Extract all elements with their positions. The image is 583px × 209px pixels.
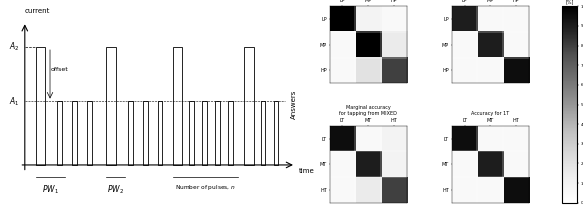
- Bar: [215, 102, 220, 165]
- Bar: [244, 47, 254, 165]
- Text: $PW_1$: $PW_1$: [42, 183, 59, 196]
- Bar: [106, 47, 115, 165]
- Text: $A_2$: $A_2$: [9, 41, 19, 53]
- Bar: [36, 47, 45, 165]
- Bar: [261, 102, 265, 165]
- Title: Accuracy
[%]: Accuracy [%]: [559, 0, 581, 4]
- Text: offset: offset: [51, 67, 68, 72]
- Text: Answers: Answers: [292, 90, 297, 119]
- Bar: [189, 102, 194, 165]
- Text: Number of pulses, $n$: Number of pulses, $n$: [174, 183, 236, 192]
- Bar: [273, 102, 279, 165]
- Bar: [72, 102, 77, 165]
- Bar: [173, 47, 182, 165]
- Text: $PW_2$: $PW_2$: [107, 183, 124, 196]
- Title: Marginal accuracy
for tapping from MIXED: Marginal accuracy for tapping from MIXED: [339, 105, 397, 116]
- Text: current: current: [25, 8, 50, 14]
- Bar: [228, 102, 233, 165]
- Bar: [157, 102, 163, 165]
- Text: time: time: [298, 168, 314, 174]
- Bar: [202, 102, 206, 165]
- Bar: [143, 102, 147, 165]
- Bar: [87, 102, 92, 165]
- Text: $A_1$: $A_1$: [9, 95, 19, 108]
- Bar: [128, 102, 133, 165]
- Bar: [57, 102, 62, 165]
- Title: Accuracy for 1T: Accuracy for 1T: [471, 111, 510, 116]
